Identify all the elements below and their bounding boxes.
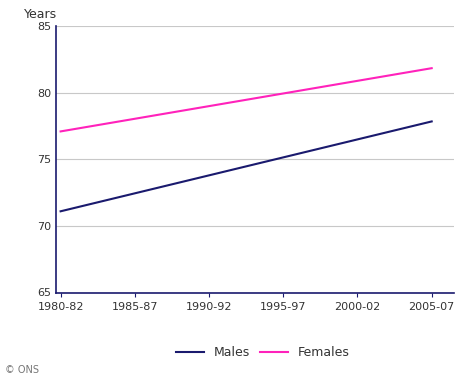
Males bbox=[236, 166, 242, 170]
Males bbox=[126, 192, 132, 197]
Males bbox=[415, 123, 421, 127]
Text: © ONS: © ONS bbox=[5, 365, 39, 375]
Females bbox=[99, 122, 105, 127]
Females bbox=[85, 124, 91, 129]
Males bbox=[58, 209, 64, 213]
Females bbox=[346, 80, 352, 84]
Males bbox=[99, 199, 105, 204]
Males bbox=[168, 182, 173, 187]
Males bbox=[374, 132, 380, 137]
Males bbox=[223, 169, 228, 174]
Males bbox=[264, 159, 270, 164]
Females bbox=[429, 66, 434, 70]
Females bbox=[223, 101, 228, 106]
Females bbox=[195, 106, 201, 110]
Females bbox=[415, 68, 421, 73]
Males bbox=[154, 186, 160, 190]
Females bbox=[113, 120, 118, 124]
Males bbox=[250, 162, 256, 167]
Males bbox=[182, 179, 187, 184]
Females bbox=[168, 110, 173, 115]
Line: Males: Males bbox=[61, 122, 431, 211]
Females bbox=[182, 108, 187, 112]
Males bbox=[85, 202, 91, 207]
Text: Years: Years bbox=[24, 8, 58, 21]
Females bbox=[209, 104, 215, 108]
Females bbox=[388, 73, 393, 78]
Females bbox=[402, 70, 407, 75]
Males bbox=[360, 136, 366, 140]
Males bbox=[195, 176, 201, 180]
Line: Females: Females bbox=[61, 68, 431, 131]
Males bbox=[140, 189, 146, 194]
Females bbox=[360, 78, 366, 82]
Males bbox=[209, 172, 215, 177]
Females bbox=[154, 113, 160, 117]
Females bbox=[72, 127, 77, 131]
Males bbox=[429, 119, 434, 124]
Females bbox=[250, 96, 256, 101]
Females bbox=[236, 99, 242, 103]
Females bbox=[319, 85, 324, 89]
Females bbox=[305, 87, 311, 92]
Females bbox=[264, 94, 270, 99]
Females bbox=[278, 92, 283, 96]
Males bbox=[305, 149, 311, 154]
Males bbox=[388, 129, 393, 134]
Males bbox=[113, 196, 118, 200]
Females bbox=[58, 129, 64, 134]
Males bbox=[319, 146, 324, 150]
Females bbox=[140, 115, 146, 120]
Males bbox=[346, 139, 352, 144]
Females bbox=[292, 89, 297, 94]
Males bbox=[333, 142, 338, 147]
Females bbox=[333, 82, 338, 87]
Females bbox=[374, 75, 380, 80]
Legend: Males, Females: Males, Females bbox=[171, 341, 355, 364]
Males bbox=[402, 126, 407, 130]
Males bbox=[278, 156, 283, 160]
Males bbox=[72, 206, 77, 210]
Females bbox=[126, 117, 132, 122]
Males bbox=[292, 153, 297, 157]
